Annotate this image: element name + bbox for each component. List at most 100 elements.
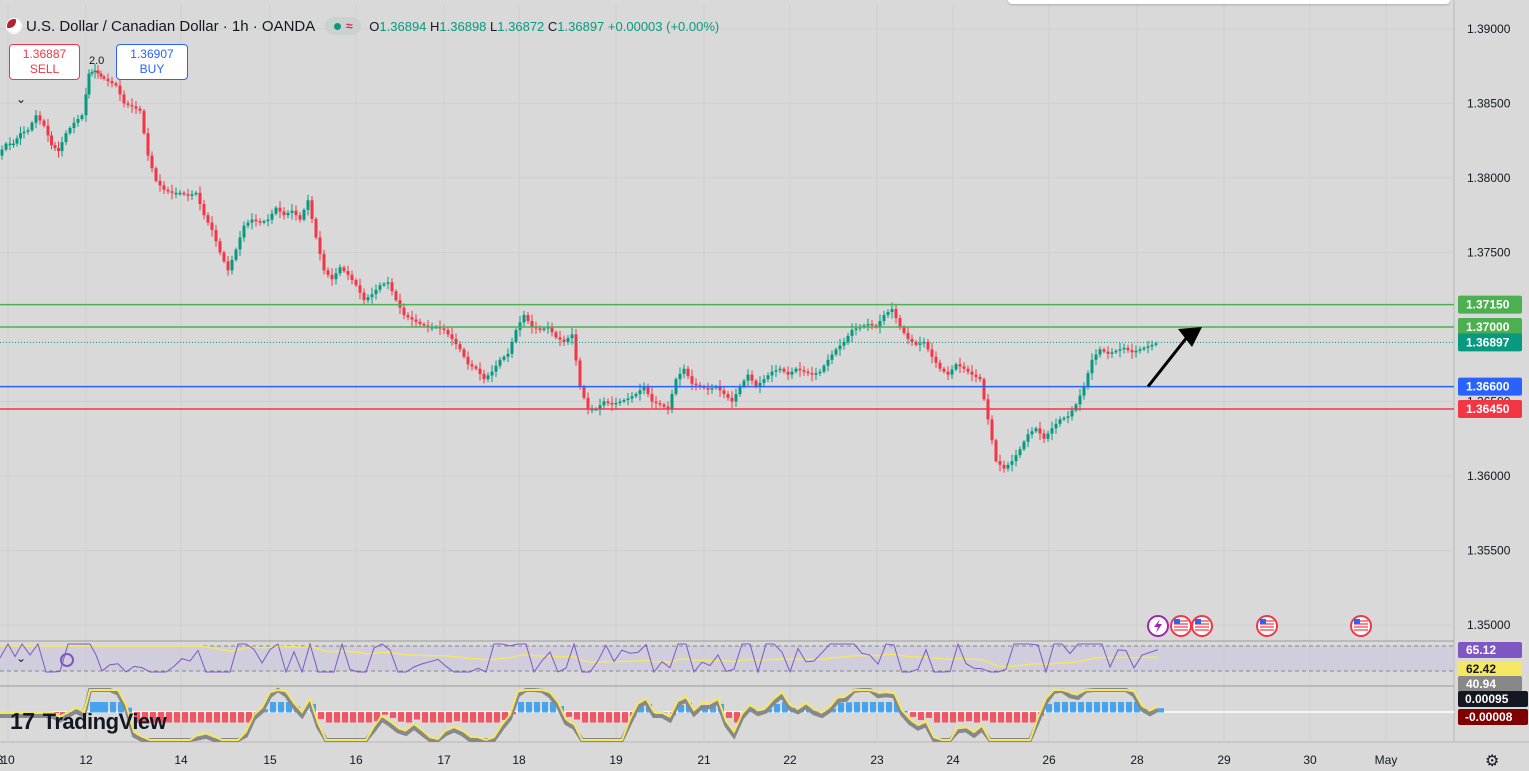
candle-bearish (898, 318, 902, 327)
macd-histogram-bar (422, 712, 428, 723)
macd-histogram-bar (846, 702, 852, 713)
macd-histogram-bar (918, 712, 924, 721)
flag-canton (1195, 619, 1201, 624)
candle-bullish (502, 356, 506, 360)
candle-bearish (722, 390, 726, 395)
buy-label: BUY (139, 62, 165, 76)
price-level-label-bg (1458, 399, 1522, 418)
candle-bullish (64, 133, 68, 143)
candle-bearish (150, 155, 154, 169)
macd-histogram-bar (526, 702, 532, 713)
macd-histogram-bar (1062, 702, 1068, 713)
tradingview-logo[interactable]: 17 TradingView (10, 708, 167, 735)
candle-bearish (786, 371, 790, 375)
tv-logo-text: TradingView (42, 708, 167, 734)
top-toolbar[interactable] (1008, 0, 1450, 4)
price-level-label-bg (1458, 377, 1522, 396)
candle-bullish (1054, 423, 1058, 429)
macd-histogram-bar (726, 712, 732, 718)
macd-histogram-bar (358, 712, 364, 723)
macd-histogram-bar (318, 712, 324, 719)
candle-bearish (1042, 433, 1046, 439)
candle-bullish (846, 335, 850, 342)
candle-bearish (662, 404, 666, 407)
candle-bullish (30, 122, 34, 131)
macd-histogram-bar (590, 712, 596, 723)
buy-button[interactable]: 1.36907 BUY (116, 44, 188, 80)
macd-histogram-bar (430, 712, 436, 723)
macd-histogram-bar (126, 707, 132, 713)
candle-bullish (374, 289, 378, 295)
candle-bearish (142, 110, 146, 134)
candle-bullish (1114, 350, 1118, 353)
macd-histogram-bar (198, 712, 204, 723)
candle-bullish (950, 369, 954, 375)
macd-histogram-bar (1086, 702, 1092, 713)
candle-bearish (582, 386, 586, 398)
macd-histogram-bar (582, 712, 588, 723)
candle-bullish (290, 210, 294, 213)
candle-bearish (154, 168, 158, 181)
macd-histogram-bar (206, 712, 212, 723)
x-tick-label: 14 (174, 753, 188, 767)
low-label: L (490, 18, 498, 34)
rsi-value-label-bg (1458, 676, 1522, 692)
macd-histogram-bar (1094, 702, 1100, 713)
candle-bullish (494, 365, 498, 372)
candle-bullish (486, 375, 490, 380)
y-tick-label: 1.35500 (1467, 544, 1511, 558)
sell-button[interactable]: 1.36887 SELL (9, 44, 80, 80)
macd-histogram-bar (1102, 702, 1108, 713)
candle-bullish (1006, 464, 1010, 469)
candle-bearish (346, 271, 350, 275)
macd-histogram-bar (926, 712, 932, 718)
spread-value: 2.0 (89, 55, 105, 67)
candle-bullish (506, 353, 510, 357)
macd-histogram-bar (1078, 702, 1084, 713)
candle-bullish (734, 394, 738, 402)
candle-bullish (1014, 455, 1018, 462)
candle-bullish (822, 365, 826, 372)
macd-histogram-bar (958, 712, 964, 722)
price-level-label-bg (1458, 295, 1522, 314)
candle-bearish (810, 373, 814, 375)
candle-bearish (222, 252, 226, 262)
chevron-down-icon[interactable]: ⌄ (16, 92, 27, 106)
price-level-label: 1.36600 (1466, 380, 1510, 394)
candle-bearish (362, 292, 366, 301)
macd-histogram-bar (398, 712, 404, 722)
macd-histogram-bar (174, 712, 180, 723)
candle-bearish (994, 440, 998, 462)
chevron-down-icon[interactable]: ⌄ (16, 651, 27, 665)
candle-bearish (906, 332, 910, 339)
macd-histogram-bar (942, 712, 948, 723)
x-tick-label: 23 (870, 753, 884, 767)
candle-bearish (654, 401, 658, 404)
sell-price: 1.36887 (22, 47, 67, 61)
market-status-pill[interactable]: ≈ (325, 17, 362, 35)
candle-bullish (22, 131, 26, 134)
macd-histogram-bar (134, 712, 140, 723)
flag-canton (1354, 619, 1360, 624)
candle-bearish (126, 103, 130, 105)
candle-bearish (478, 368, 482, 374)
candle-bullish (618, 401, 622, 404)
candle-bearish (406, 315, 410, 318)
symbol-title[interactable]: U.S. Dollar / Canadian Dollar · 1h · OAN… (26, 17, 316, 35)
candle-bearish (326, 270, 330, 275)
macd-value-label-bg (1458, 691, 1528, 707)
macd-histogram-bar (406, 712, 412, 723)
candle-bearish (134, 106, 138, 109)
macd-histogram-bar (534, 702, 540, 713)
macd-value-label: 0.00095 (1465, 692, 1509, 706)
candle-bearish (50, 135, 53, 146)
candle-bearish (1002, 464, 1006, 469)
gear-icon[interactable]: ⚙ (1485, 753, 1500, 770)
candle-bullish (1122, 347, 1126, 350)
candle-bearish (538, 328, 542, 330)
macd-histogram-bar (814, 710, 820, 713)
candle-bearish (550, 326, 554, 333)
candle-bearish (354, 280, 358, 286)
